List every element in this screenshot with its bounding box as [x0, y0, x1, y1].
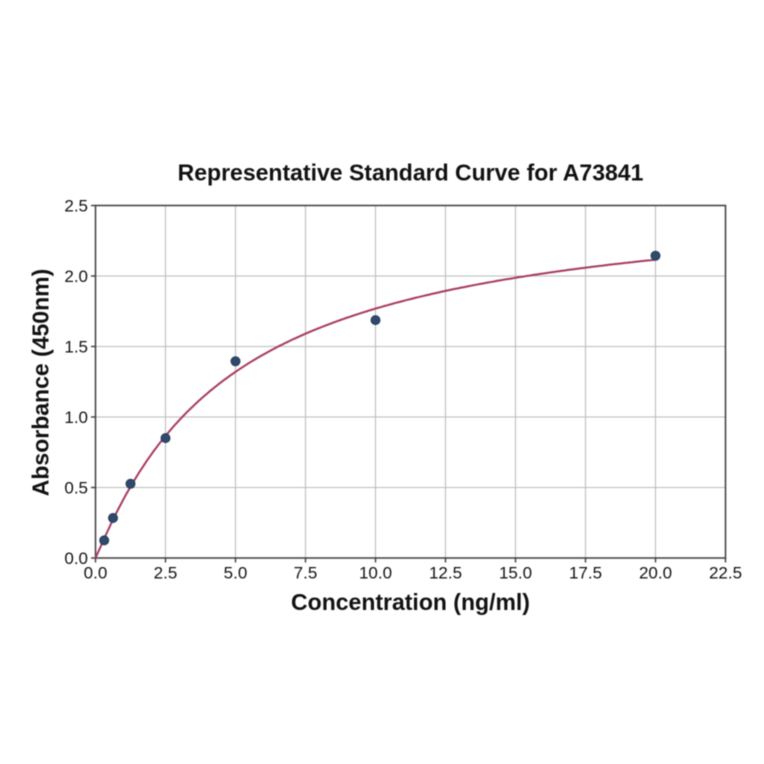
svg-text:2.0: 2.0	[64, 267, 88, 286]
svg-text:Concentration (ng/ml): Concentration (ng/ml)	[291, 589, 530, 615]
svg-text:22.5: 22.5	[709, 564, 742, 583]
svg-text:1.0: 1.0	[64, 408, 88, 427]
svg-text:17.5: 17.5	[569, 564, 602, 583]
svg-text:0.0: 0.0	[84, 564, 108, 583]
svg-text:0.0: 0.0	[64, 549, 88, 568]
svg-text:2.5: 2.5	[154, 564, 178, 583]
svg-text:2.5: 2.5	[64, 197, 88, 216]
svg-text:5.0: 5.0	[224, 564, 248, 583]
svg-text:12.5: 12.5	[429, 564, 462, 583]
svg-text:7.5: 7.5	[294, 564, 318, 583]
svg-text:15.0: 15.0	[499, 564, 532, 583]
svg-text:Representative Standard Curve: Representative Standard Curve for A73841	[178, 159, 644, 185]
svg-text:10.0: 10.0	[359, 564, 392, 583]
svg-text:Absorbance (450nm): Absorbance (450nm)	[28, 269, 54, 497]
svg-text:1.5: 1.5	[64, 338, 88, 357]
svg-text:0.5: 0.5	[64, 479, 88, 498]
svg-text:20.0: 20.0	[639, 564, 672, 583]
